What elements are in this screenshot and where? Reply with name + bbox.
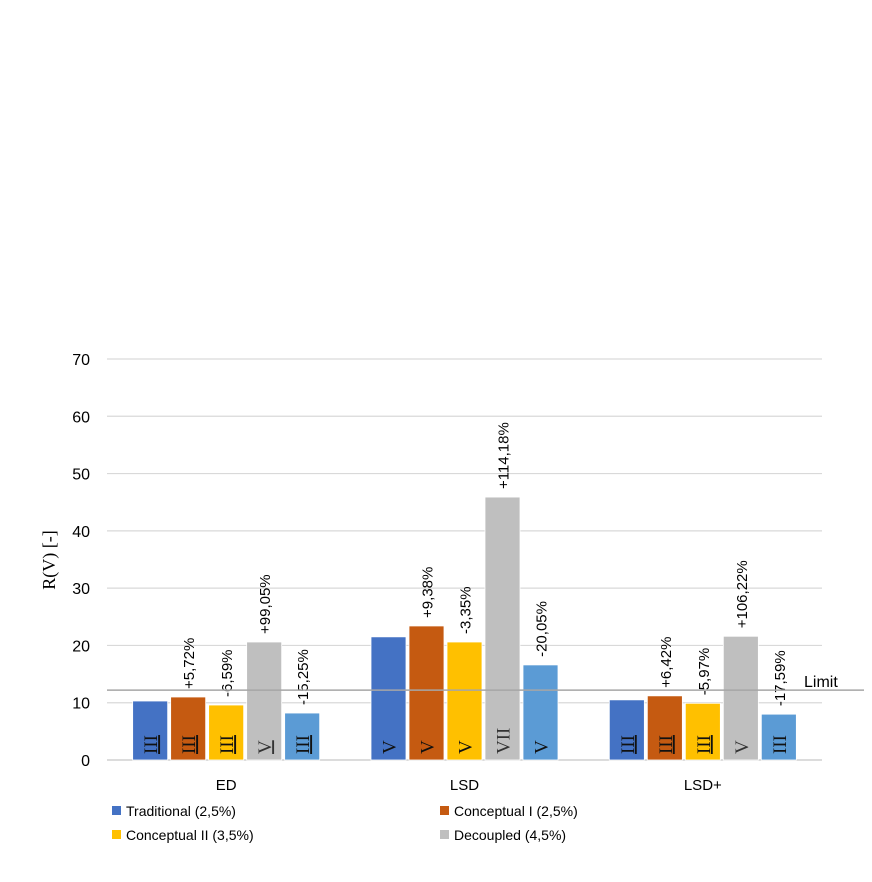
class-label: VII — [494, 728, 515, 754]
legend-swatch — [112, 806, 121, 815]
class-label: III — [179, 735, 200, 754]
change-label: -6,59% — [219, 649, 236, 697]
change-label: -3,35% — [458, 586, 475, 634]
legend-label: Decoupled (4,5%) — [454, 827, 566, 843]
change-label: +106,22% — [734, 560, 751, 628]
class-label: III — [694, 735, 715, 754]
class-label: V — [255, 740, 276, 754]
class-label: V — [456, 740, 477, 754]
class-label: III — [656, 735, 677, 754]
y-axis-title: R(V) [-] — [39, 530, 60, 589]
bar — [646, 695, 683, 761]
legend-label: Conceptual II (3,5%) — [126, 827, 254, 843]
class-label: V — [418, 740, 439, 754]
y-tick-label: 30 — [72, 581, 90, 598]
y-tick-label: 40 — [72, 524, 90, 541]
class-label: III — [293, 735, 314, 754]
y-tick-label: 60 — [72, 409, 90, 426]
bar — [722, 635, 759, 761]
change-label: -5,97% — [696, 648, 713, 696]
y-tick-label: 70 — [72, 352, 90, 369]
legend-label: Conceptual I (2,5%) — [454, 803, 578, 819]
change-label: -17,59% — [772, 650, 789, 706]
class-label: III — [618, 735, 639, 754]
class-label: V — [532, 740, 553, 754]
bar — [608, 699, 645, 761]
bars: III III +5,72% III -6,59% V +99,05% III -15,25% V… — [107, 422, 864, 761]
class-label: III — [217, 735, 238, 754]
class-label: III — [770, 735, 791, 754]
legend: Traditional (2,5%) Conceptual I (2,5%) Con… — [112, 803, 578, 843]
y-tick-label: 10 — [72, 696, 90, 713]
x-tick-labels: ED LSD LSD+ — [216, 777, 722, 794]
bar — [132, 700, 169, 761]
bar — [284, 712, 321, 761]
change-label: +9,38% — [420, 567, 437, 618]
bar — [370, 636, 407, 761]
bar — [170, 696, 207, 761]
legend-swatch — [440, 806, 449, 815]
limit-label: Limit — [804, 674, 838, 691]
change-label: -15,25% — [295, 649, 312, 705]
change-label: +114,18% — [496, 422, 513, 489]
change-label: +6,42% — [658, 637, 675, 688]
class-label: V — [732, 740, 753, 754]
y-tick-labels: 0 10 20 30 40 50 60 70 — [72, 352, 90, 770]
y-tick-label: 0 — [81, 753, 90, 770]
class-label: III — [141, 735, 162, 754]
x-tick-label: LSD — [450, 777, 479, 794]
y-tick-label: 50 — [72, 467, 90, 484]
x-tick-label: LSD+ — [684, 777, 722, 794]
change-label: +5,72% — [181, 638, 198, 689]
legend-swatch — [112, 830, 121, 839]
legend-label: Traditional (2,5%) — [126, 803, 236, 819]
bar — [246, 641, 283, 761]
bar — [760, 713, 797, 761]
bar — [684, 702, 721, 761]
bar — [522, 664, 559, 761]
bar — [446, 641, 483, 761]
bar — [408, 625, 445, 761]
y-tick-label: 20 — [72, 638, 90, 655]
change-label: -20,05% — [534, 601, 551, 657]
change-label: +99,05% — [257, 574, 274, 634]
legend-swatch — [440, 830, 449, 839]
bar — [208, 704, 245, 761]
bar — [484, 496, 521, 761]
x-tick-label: ED — [216, 777, 237, 794]
class-label: V — [380, 740, 401, 754]
